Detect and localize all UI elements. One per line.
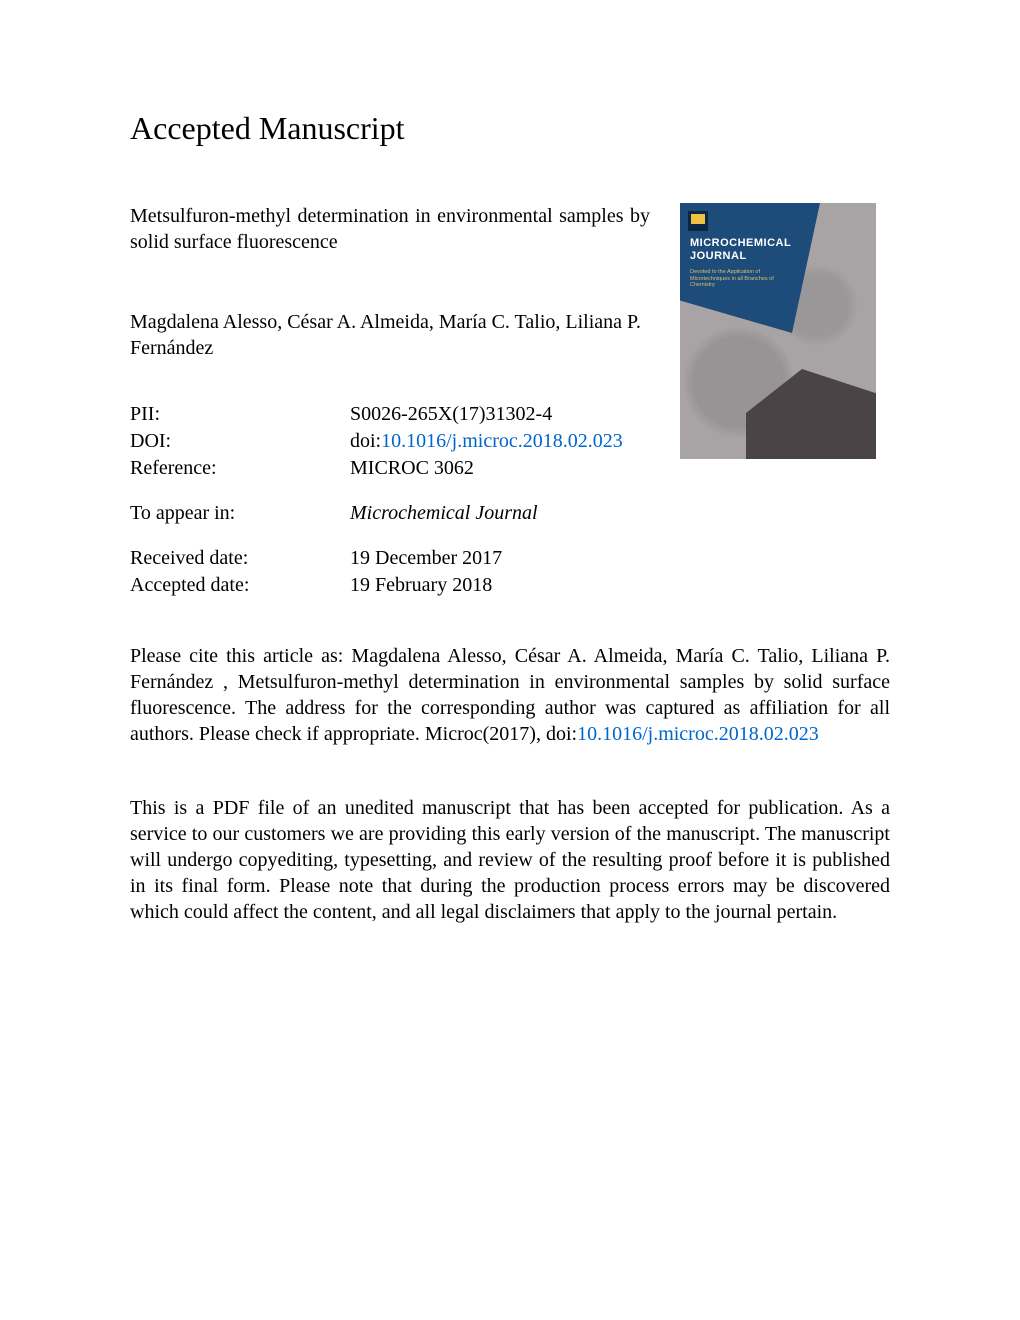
doi-prefix: doi: xyxy=(350,430,381,452)
doi-link[interactable]: 10.1016/j.microc.2018.02.023 xyxy=(381,430,623,452)
received-date-row: Received date: 19 December 2017 xyxy=(130,545,650,572)
accepted-date-label: Accepted date: xyxy=(130,572,350,599)
top-two-column-layout: Metsulfuron-methyl determination in envi… xyxy=(130,203,890,599)
pii-row: PII: S0026-265X(17)31302-4 xyxy=(130,401,650,428)
to-appear-row: To appear in: Microchemical Journal xyxy=(130,500,650,527)
disclaimer-paragraph: This is a PDF file of an unedited manusc… xyxy=(130,795,890,925)
journal-cover-thumbnail: MICROCHEMICAL JOURNAL Devoted to the App… xyxy=(680,203,876,459)
to-appear-value: Microchemical Journal xyxy=(350,500,650,527)
cover-title-line2: JOURNAL xyxy=(690,250,747,262)
received-date-label: Received date: xyxy=(130,545,350,572)
accepted-manuscript-heading: Accepted Manuscript xyxy=(130,110,890,147)
cover-journal-title: MICROCHEMICAL JOURNAL xyxy=(690,237,791,262)
received-date-value: 19 December 2017 xyxy=(350,545,650,572)
left-column: Metsulfuron-methyl determination in envi… xyxy=(130,203,650,599)
accepted-date-value: 19 February 2018 xyxy=(350,572,650,599)
accepted-date-row: Accepted date: 19 February 2018 xyxy=(130,572,650,599)
reference-label: Reference: xyxy=(130,455,350,482)
pii-value: S0026-265X(17)31302-4 xyxy=(350,401,650,428)
doi-value: doi:10.1016/j.microc.2018.02.023 xyxy=(350,428,650,455)
reference-row: Reference: MICROC 3062 xyxy=(130,455,650,482)
journal-name: Microchemical Journal xyxy=(350,502,538,524)
cover-title-line1: MICROCHEMICAL xyxy=(690,237,791,249)
elsevier-logo-icon xyxy=(688,211,708,231)
doi-row: DOI: doi:10.1016/j.microc.2018.02.023 xyxy=(130,428,650,455)
citation-doi-link[interactable]: 10.1016/j.microc.2018.02.023 xyxy=(577,723,819,745)
spacer xyxy=(130,482,650,500)
article-title: Metsulfuron-methyl determination in envi… xyxy=(130,203,650,255)
citation-instruction: Please cite this article as: Magdalena A… xyxy=(130,643,890,747)
metadata-table: PII: S0026-265X(17)31302-4 DOI: doi:10.1… xyxy=(130,401,650,599)
pii-label: PII: xyxy=(130,401,350,428)
cover-journal-subtitle: Devoted to the Application of Microtechn… xyxy=(690,269,780,289)
reference-value: MICROC 3062 xyxy=(350,455,650,482)
doi-label: DOI: xyxy=(130,428,350,455)
to-appear-label: To appear in: xyxy=(130,500,350,527)
spacer xyxy=(130,527,650,545)
authors-list: Magdalena Alesso, César A. Almeida, Marí… xyxy=(130,309,650,361)
